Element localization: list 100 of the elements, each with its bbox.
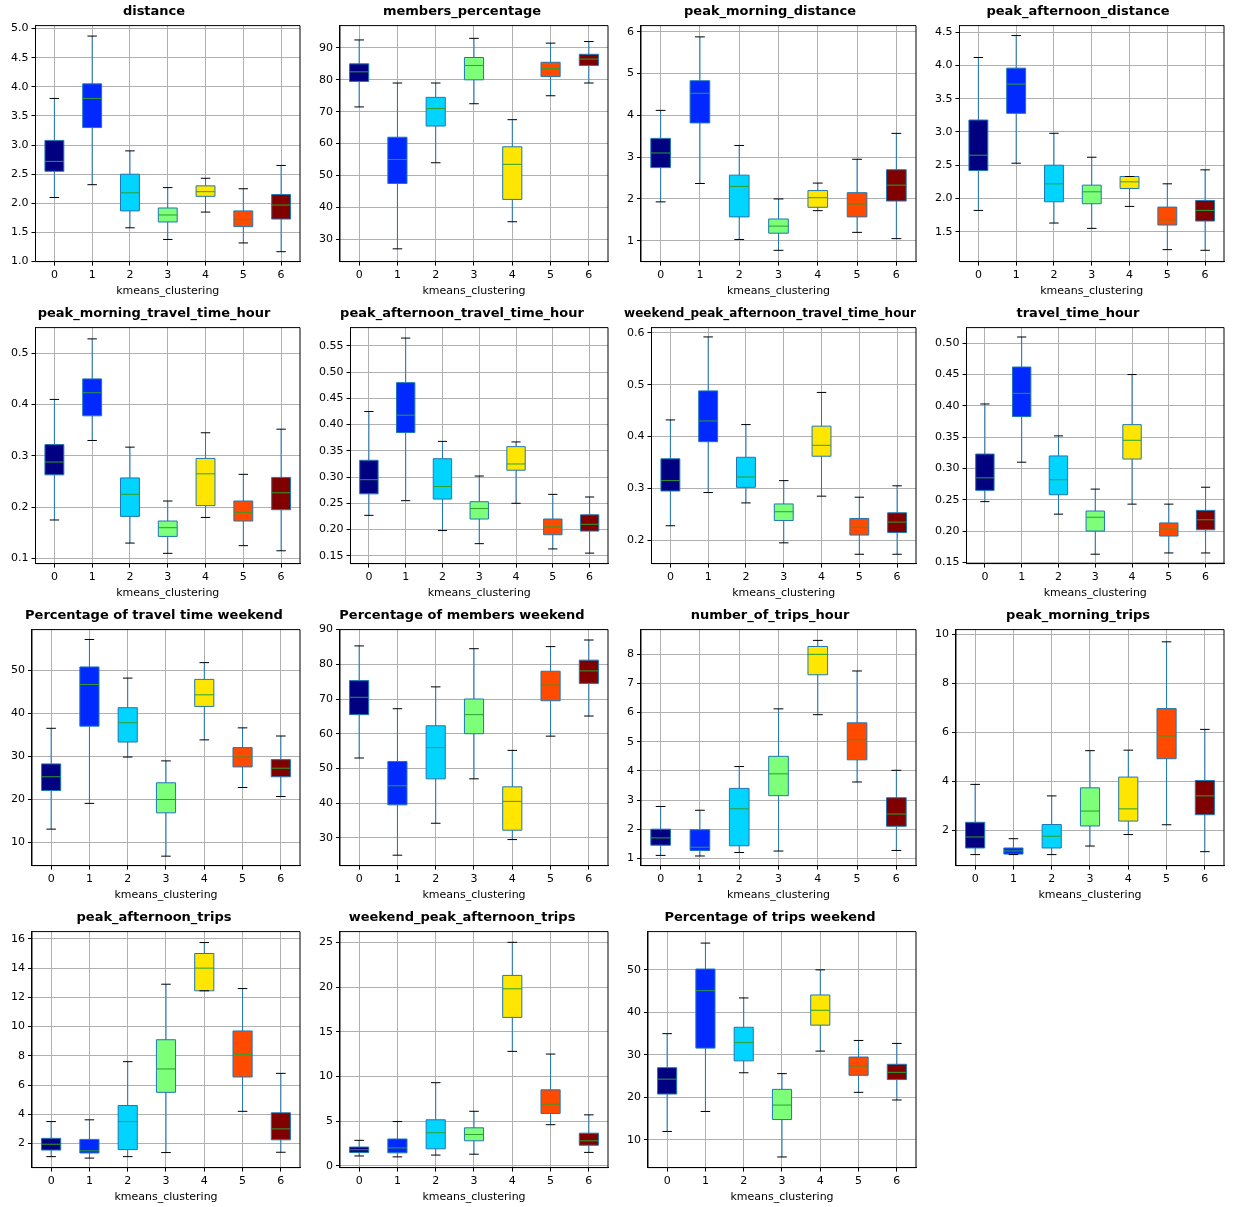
y-tick-label: 14 [11,960,25,974]
y-tick-label: 6 [627,705,634,719]
x-tick-label: 2 [126,570,134,584]
y-tick-label: 0.5 [626,377,645,391]
y-tick-label: 90 [319,622,333,636]
x-axis-title: kmeans_clustering [116,586,220,600]
x-tick-label: 3 [1091,570,1099,584]
y-tick-label: 30 [627,1047,641,1061]
y-tick-label: 80 [319,72,333,86]
x-tick-label: 0 [50,268,58,282]
x-tick-label: 5 [1163,268,1171,282]
x-tick-label: 4 [202,570,210,584]
x-tick-label: 4 [200,1174,208,1188]
y-tick-label: 0 [326,1158,333,1172]
x-tick-label: 0 [981,570,989,584]
y-tick-label: 0.25 [934,492,960,506]
y-tick-label: 25 [319,935,333,949]
x-tick-label: 6 [893,570,901,584]
x-tick-label: 2 [438,570,446,584]
x-tick-label: 4 [816,1174,824,1188]
y-tick-label: 3.0 [934,124,953,138]
y-tick-label: 6 [18,1077,25,1091]
y-tick-label: 8 [942,676,949,690]
x-tick-label: 0 [47,872,55,886]
x-tick-label: 2 [735,872,743,886]
y-tick-label: 4 [18,1107,25,1121]
y-tick-label: 3.5 [934,91,953,105]
y-tick-label: 30 [319,232,333,246]
x-tick-label: 1 [393,872,401,886]
x-tick-label: 0 [355,268,363,282]
y-tick-label: 2.0 [10,196,29,210]
x-axis-title: kmeans_clustering [732,586,836,600]
x-tick-label: 1 [85,872,93,886]
x-tick-label: 4 [814,872,822,886]
y-tick-label: 1 [627,233,634,247]
y-tick-label: 3 [627,150,634,164]
x-tick-label: 0 [657,872,665,886]
x-tick-label: 6 [1201,268,1209,282]
x-axis-title: kmeans_clustering [1038,888,1142,902]
x-tick-label: 4 [508,872,516,886]
x-tick-label: 3 [780,570,788,584]
y-tick-label: 30 [11,749,25,763]
x-axis-title: kmeans_clustering [422,284,526,298]
x-tick-label: 5 [855,1174,863,1188]
chart-title: peak_morning_travel_time_hour [37,305,271,322]
x-tick-label: 3 [470,268,478,282]
x-tick-label: 2 [1054,570,1062,584]
y-tick-label: 10 [11,834,25,848]
x-tick-label: 2 [742,570,750,584]
y-tick-label: 8 [627,647,634,661]
y-tick-label: 0.1 [10,551,29,565]
x-tick-label: 5 [547,268,555,282]
x-tick-label: 2 [432,872,440,886]
y-tick-label: 0.3 [10,448,29,462]
chart-title: peak_afternoon_travel_time_hour [340,305,585,322]
y-tick-label: 0.45 [318,391,344,405]
x-tick-label: 2 [1048,872,1056,886]
y-tick-label: 0.25 [318,496,344,510]
y-tick-label: 40 [319,200,333,214]
x-tick-label: 5 [547,872,555,886]
x-tick-label: 3 [775,268,782,282]
x-tick-label: 3 [775,872,782,886]
x-tick-label: 3 [162,872,170,886]
x-tick-label: 2 [124,1174,132,1188]
chart-title: weekend_peak_afternoon_travel_time_hour [624,304,917,322]
x-tick-label: 3 [470,872,478,886]
y-tick-label: 50 [319,761,333,775]
x-axis-title: kmeans_clustering [726,284,831,298]
y-tick-label: 20 [319,979,333,993]
y-tick-label: 4 [942,774,949,788]
x-tick-label: 1 [696,268,704,282]
x-tick-label: 6 [1201,872,1209,886]
x-tick-label: 5 [547,1174,555,1188]
x-tick-label: 1 [1009,872,1017,886]
x-tick-label: 0 [365,570,373,584]
x-tick-label: 6 [585,872,593,886]
x-axis-title: kmeans_clustering [1040,284,1144,298]
y-tick-label: 5 [627,66,634,80]
y-tick-label: 50 [11,663,25,677]
y-tick-label: 0.40 [934,398,960,412]
y-tick-label: 2 [942,823,949,836]
x-tick-label: 4 [508,1174,516,1188]
y-tick-label: 0.45 [934,367,960,381]
x-tick-label: 6 [585,268,593,282]
y-tick-label: 20 [627,1090,641,1104]
y-tick-label: 0.2 [10,500,29,514]
y-tick-label: 0.50 [318,365,344,379]
x-tick-label: 5 [855,570,863,584]
x-tick-label: 6 [585,1174,593,1188]
x-tick-label: 2 [124,872,132,886]
x-axis-title: kmeans_clustering [422,1190,526,1204]
x-tick-label: 1 [393,268,401,282]
x-tick-label: 1 [402,570,410,584]
x-tick-label: 3 [475,570,483,584]
x-tick-label: 0 [50,570,58,584]
y-tick-label: 60 [319,136,333,150]
y-tick-label: 5 [326,1113,333,1127]
y-tick-label: 0.40 [318,417,344,431]
y-tick-label: 1.5 [934,224,953,238]
x-tick-label: 5 [239,268,247,282]
